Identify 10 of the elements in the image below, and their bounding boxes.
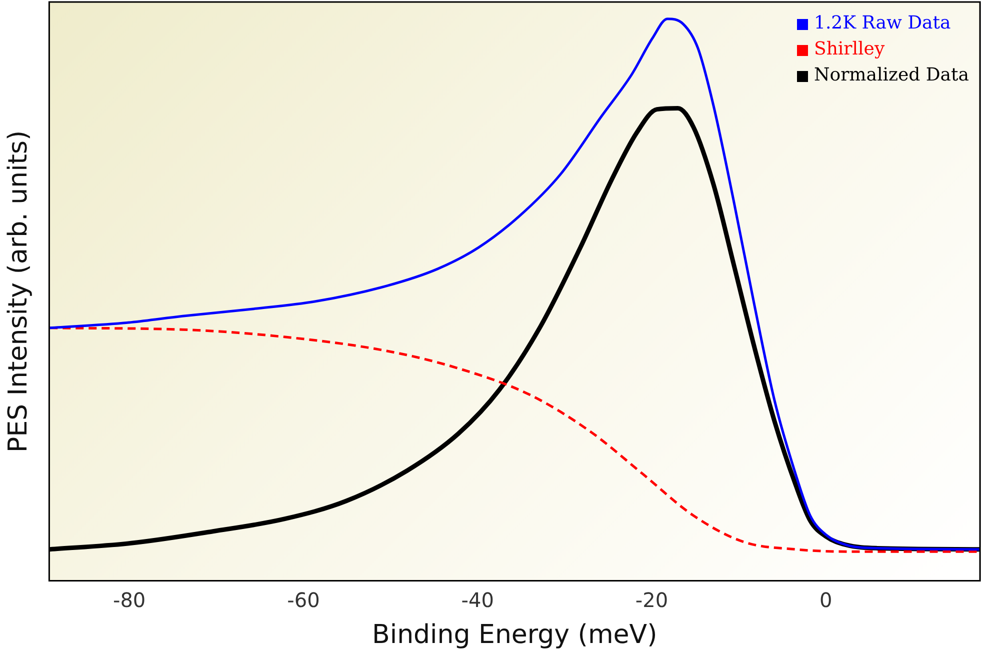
x-tick-label: -60 xyxy=(287,588,320,612)
legend-label: Shirlley xyxy=(814,38,886,60)
x-tick-label: -80 xyxy=(112,588,146,612)
legend-label: 1.2K Raw Data xyxy=(814,12,952,34)
x-tick-label: 0 xyxy=(820,588,832,612)
x-tick-label: -40 xyxy=(461,588,494,612)
x-axis-title: Binding Energy (meV) xyxy=(372,620,658,650)
y-axis-title: PES Intensity (arb. units) xyxy=(3,130,34,452)
x-tick-label: -20 xyxy=(635,588,668,612)
legend-label: Normalized Data xyxy=(814,64,970,86)
